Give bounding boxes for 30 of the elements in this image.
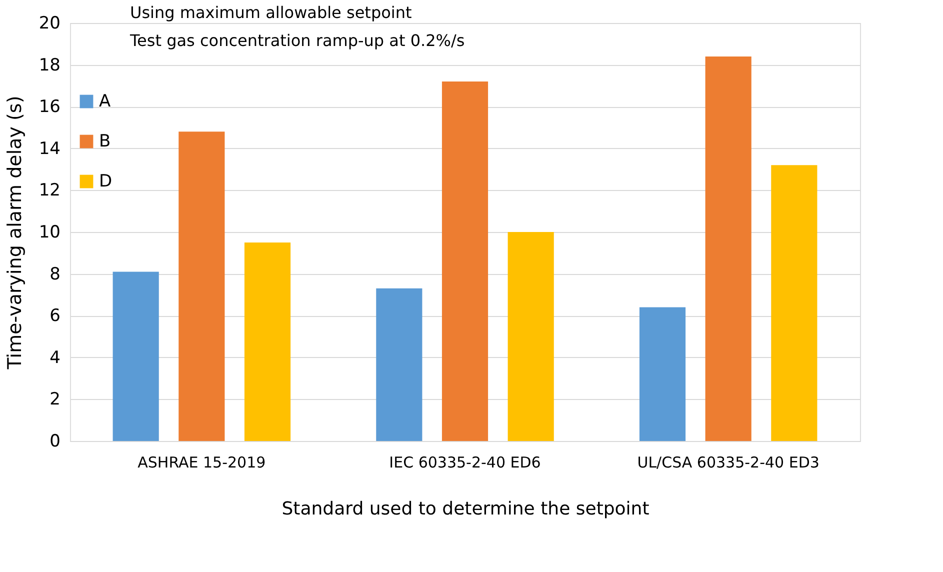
bar bbox=[771, 165, 818, 441]
bar bbox=[508, 232, 554, 441]
y-axis-title: Time-varying alarm delay (s) bbox=[4, 96, 26, 370]
bar bbox=[705, 56, 752, 441]
bar bbox=[112, 272, 159, 441]
x-tick-label: IEC 60335-2-40 ED6 bbox=[389, 454, 541, 472]
bar bbox=[244, 242, 291, 441]
y-tick-label: 20 bbox=[38, 14, 60, 34]
y-tick-label: 8 bbox=[50, 264, 60, 284]
x-axis-title: Standard used to determine the setpoint bbox=[282, 498, 650, 520]
y-tick-label: 4 bbox=[50, 348, 60, 368]
bar bbox=[376, 288, 422, 441]
y-tick-label: 14 bbox=[38, 138, 60, 159]
legend-label: B bbox=[99, 132, 111, 152]
annotation: Test gas concentration ramp-up at 0.2%/s bbox=[129, 31, 465, 50]
y-tick-label: 16 bbox=[38, 97, 60, 118]
y-tick-label: 10 bbox=[38, 222, 60, 242]
y-tick-label: 18 bbox=[38, 55, 60, 76]
y-tick-label: 12 bbox=[38, 180, 60, 201]
y-tick-label: 6 bbox=[50, 306, 60, 326]
y-tick-label: 0 bbox=[50, 432, 60, 452]
bar bbox=[442, 82, 488, 441]
bar bbox=[178, 132, 225, 441]
legend-label: D bbox=[99, 172, 112, 192]
y-tick-label: 2 bbox=[50, 390, 60, 410]
bar bbox=[639, 307, 686, 441]
x-tick-label: ASHRAE 15-2019 bbox=[138, 454, 266, 472]
x-tick-label: UL/CSA 60335-2-40 ED3 bbox=[637, 454, 820, 472]
text: Using maximum allowable setpoint bbox=[130, 3, 412, 22]
legend-label: A bbox=[99, 92, 111, 112]
